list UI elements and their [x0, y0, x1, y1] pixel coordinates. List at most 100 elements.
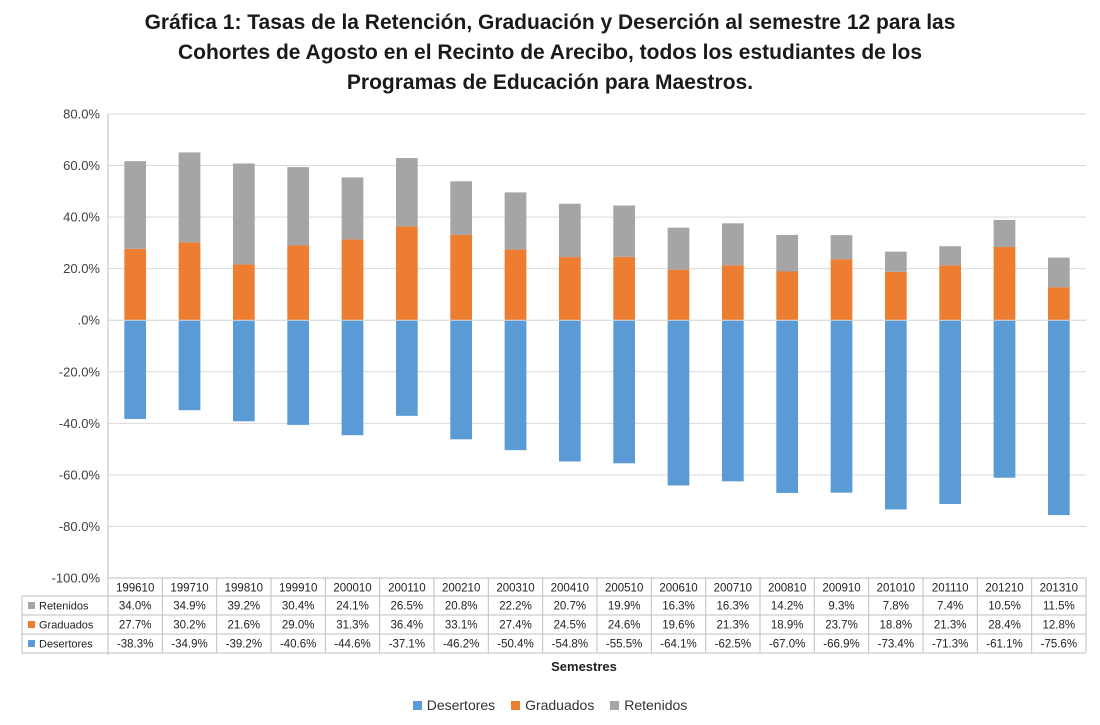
y-tick-label: -60.0%: [59, 467, 101, 482]
table-cell-graduados: 31.3%: [336, 620, 369, 632]
bar-graduados-200410: [558, 257, 581, 321]
table-cell-retenidos: 16.3%: [717, 601, 750, 613]
bar-desertores-199610: [124, 320, 147, 419]
x-tick-label: 200010: [333, 583, 371, 595]
x-tick-label: 201110: [932, 583, 969, 595]
table-cell-retenidos: 20.8%: [445, 601, 478, 613]
table-cell-retenidos: 7.4%: [937, 601, 963, 613]
bar-retenidos-201010: [884, 251, 907, 272]
bar-graduados-200810: [776, 271, 799, 321]
bar-desertores-200910: [830, 320, 853, 493]
bar-retenidos-200510: [613, 205, 636, 257]
table-cell-desertores: -40.6%: [280, 639, 316, 651]
chart-title-line-1: Gráfica 1: Tasas de la Retención, Gradua…: [144, 11, 956, 34]
bar-retenidos-201210: [993, 219, 1016, 248]
bar-retenidos-200010: [341, 177, 364, 240]
table-cell-graduados: 24.6%: [608, 620, 641, 632]
table-cell-desertores: -39.2%: [226, 639, 262, 651]
table-legend-key-retenidos: [28, 602, 35, 609]
table-cell-graduados: 29.0%: [282, 620, 315, 632]
bar-desertores-200510: [613, 320, 636, 464]
table-cell-retenidos: 34.9%: [173, 601, 206, 613]
bar-desertores-200110: [395, 320, 418, 416]
bar-graduados-200910: [830, 259, 853, 321]
x-tick-label: 199710: [170, 583, 208, 595]
table-cell-retenidos: 7.8%: [883, 601, 909, 613]
table-cell-desertores: -75.6%: [1041, 639, 1077, 651]
legend-label-retenidos: Retenidos: [624, 697, 688, 713]
legend-item-desertores: Desertores: [412, 697, 496, 713]
table-row-label-graduados: Graduados: [39, 620, 94, 632]
table-cell-desertores: -61.1%: [986, 639, 1022, 651]
x-tick-label: 200210: [442, 583, 480, 595]
bar-retenidos-201110: [939, 246, 962, 266]
legend-label-graduados: Graduados: [525, 697, 595, 713]
table-cell-retenidos: 19.9%: [608, 601, 641, 613]
bar-graduados-199910: [287, 245, 310, 321]
bar-desertores-201010: [884, 320, 907, 510]
table-cell-desertores: -38.3%: [117, 639, 153, 651]
table-cell-retenidos: 26.5%: [391, 601, 424, 613]
table-cell-retenidos: 9.3%: [828, 601, 854, 613]
table-cell-graduados: 19.6%: [662, 620, 695, 632]
table-cell-retenidos: 20.7%: [554, 601, 587, 613]
table-cell-retenidos: 16.3%: [662, 601, 695, 613]
bar-graduados-199710: [178, 242, 201, 321]
table-cell-graduados: 27.4%: [499, 620, 532, 632]
bar-graduados-201110: [939, 265, 962, 321]
table-cell-retenidos: 11.5%: [1043, 601, 1075, 613]
bar-retenidos-200810: [776, 234, 799, 272]
table-cell-retenidos: 34.0%: [119, 601, 152, 613]
bar-retenidos-199610: [124, 161, 147, 249]
chart-title: Gráfica 1: Tasas de la Retención, Gradua…: [0, 8, 1100, 98]
bar-desertores-200210: [450, 320, 473, 440]
bar-retenidos-200210: [450, 181, 473, 235]
table-cell-desertores: -73.4%: [878, 639, 914, 651]
bar-retenidos-199710: [178, 152, 201, 243]
bar-retenidos-200610: [667, 227, 690, 270]
legend-item-retenidos: Retenidos: [610, 697, 687, 713]
bar-desertores-199910: [287, 320, 310, 425]
x-tick-label: 199810: [225, 583, 263, 595]
bar-retenidos-200910: [830, 235, 853, 260]
table-cell-graduados: 21.3%: [717, 620, 750, 632]
y-tick-label: 60.0%: [63, 158, 100, 173]
x-tick-label: 201310: [1040, 583, 1078, 595]
chart-title-line-2: Cohortes de Agosto en el Recinto de Arec…: [177, 41, 923, 64]
x-tick-label: 200510: [605, 583, 643, 595]
y-tick-label: -100.0%: [52, 571, 101, 586]
x-tick-label: 200910: [822, 583, 860, 595]
bar-desertores-200410: [558, 320, 581, 462]
table-cell-graduados: 18.9%: [771, 620, 804, 632]
bar-graduados-200010: [341, 239, 364, 321]
table-row-label-retenidos: Retenidos: [39, 601, 89, 613]
table-cell-desertores: -67.0%: [769, 639, 805, 651]
bar-desertores-200810: [776, 320, 799, 493]
bar-desertores-201210: [993, 320, 1016, 478]
table-cell-graduados: 27.7%: [119, 620, 152, 632]
bars: [124, 152, 1070, 516]
x-tick-label: 199910: [279, 583, 317, 595]
bar-retenidos-200310: [504, 192, 527, 250]
bar-retenidos-199910: [287, 167, 310, 246]
y-tick-label: .0%: [78, 313, 101, 328]
table-cell-graduados: 33.1%: [445, 620, 478, 632]
table-legend-key-desertores: [28, 640, 35, 647]
bar-graduados-200210: [450, 234, 473, 321]
table-cell-retenidos: 39.2%: [228, 601, 261, 613]
x-tick-label: 201210: [985, 583, 1023, 595]
legend-label-desertores: Desertores: [426, 697, 496, 713]
y-tick-label: -40.0%: [59, 416, 101, 431]
table-cell-graduados: 23.7%: [825, 620, 858, 632]
bar-graduados-199610: [124, 248, 147, 321]
y-tick-label: -20.0%: [59, 364, 101, 379]
bar-graduados-201310: [1047, 287, 1070, 321]
x-tick-label: 200610: [659, 583, 697, 595]
x-tick-label: 200710: [714, 583, 752, 595]
legend-swatch-desertores: [412, 701, 422, 710]
bar-graduados-200510: [613, 256, 636, 321]
table-cell-graduados: 30.2%: [173, 620, 206, 632]
bar-graduados-200710: [721, 265, 744, 321]
bar-desertores-199810: [232, 320, 255, 422]
